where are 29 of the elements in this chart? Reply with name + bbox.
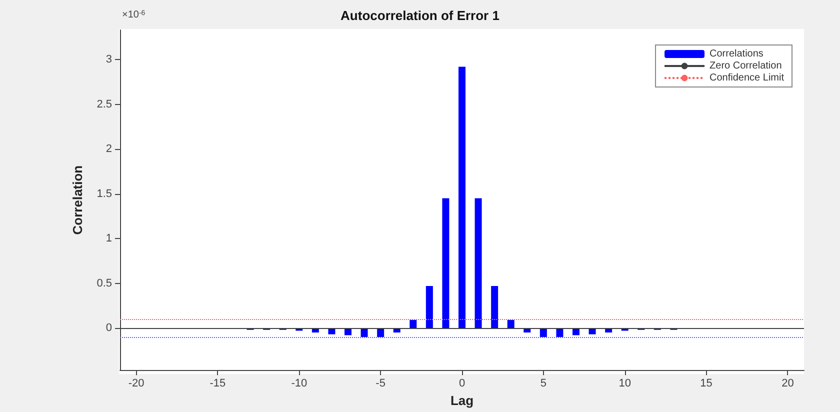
chart-title: Autocorrelation of Error 1	[340, 8, 500, 23]
x-tick-label: -10	[291, 378, 308, 390]
x-axis-title: Lag	[450, 393, 474, 408]
y-axis-title: Correlation	[70, 165, 85, 235]
x-tick-label: -20	[128, 378, 144, 390]
x-tick-label: 10	[618, 378, 631, 390]
y-tick-label: 0.5	[96, 277, 112, 290]
bar	[491, 286, 498, 328]
bar	[458, 66, 466, 328]
legend-label: Confidence Limit	[710, 72, 784, 84]
y-tick-label: 1.5	[96, 188, 112, 200]
x-tick-label: 15	[700, 378, 712, 390]
x-tick-label: -15	[210, 378, 226, 390]
y-tick-label: 2.5	[96, 98, 112, 110]
x-tick-label: 0	[458, 378, 466, 390]
x-tick-label: -5	[376, 378, 386, 390]
y-tick-label: 0	[106, 322, 112, 334]
legend-label: Zero Correlation	[710, 60, 782, 72]
y-tick-label: 1	[106, 232, 112, 245]
bar	[507, 320, 514, 328]
legend-label: Correlations	[710, 48, 764, 60]
y-tick-label: 2	[106, 143, 112, 156]
y-tick-label: 3	[106, 54, 112, 66]
bar	[426, 286, 433, 328]
x-tick-label: 5	[540, 378, 546, 390]
bar	[410, 320, 417, 328]
bar	[474, 198, 482, 328]
x-tick-label: 20	[782, 378, 794, 390]
bar	[442, 198, 450, 328]
